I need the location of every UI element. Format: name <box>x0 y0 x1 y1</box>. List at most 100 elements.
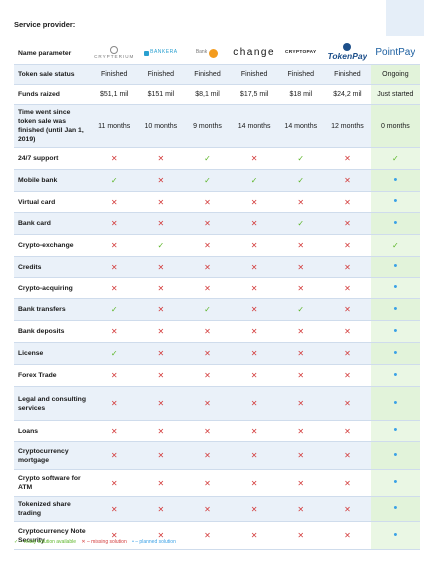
cross-icon: ✕ <box>110 154 118 163</box>
cell-mark: ✕ <box>90 496 138 522</box>
cell-mark: ✕ <box>184 320 231 343</box>
cell-mark: ✕ <box>90 256 138 278</box>
page-title: Service provider: <box>14 20 76 29</box>
cross-icon: ✕ <box>344 219 351 228</box>
cell-mark: ✓ <box>184 298 231 321</box>
cross-icon: ✕ <box>297 399 305 408</box>
cell-mark: ✕ <box>90 277 138 299</box>
cell-mark: ✕ <box>324 147 371 170</box>
tokenpay-logo-icon <box>342 43 351 51</box>
table-row: Bank transfers ✓ ✕ ✓ ✕ ✓ ✕ • <box>14 298 420 321</box>
table-row: Bank card ✕ ✕ ✕ ✕ ✓ ✕ • <box>14 212 420 235</box>
cell-mark: ✕ <box>324 320 371 343</box>
cell-value: Just started <box>370 84 420 105</box>
cross-icon: ✕ <box>344 305 351 314</box>
cell-mark: ✕ <box>230 277 278 299</box>
row-label: Cryptocurrency Note Security <box>14 521 91 550</box>
cell-value: Finished <box>230 64 278 85</box>
cross-icon: ✕ <box>344 531 351 540</box>
cell-mark: ✕ <box>324 298 371 321</box>
cell-mark: ✕ <box>184 191 231 213</box>
table-row: Loans ✕ ✕ ✕ ✕ ✕ ✕ • <box>14 420 420 442</box>
cell-mark: ✕ <box>230 469 278 497</box>
logo-bankera: BANKERA <box>137 42 185 65</box>
cell-mark: ✕ <box>90 212 138 235</box>
cell-mark: ✕ <box>90 147 138 170</box>
cell-mark: ✕ <box>324 521 371 550</box>
dot-icon: • <box>393 281 398 293</box>
cross-icon: ✕ <box>157 478 165 488</box>
cross-icon: ✕ <box>344 371 351 380</box>
cross-icon: ✕ <box>110 531 118 540</box>
cell-mark: • <box>370 496 420 522</box>
check-icon: ✓ <box>110 176 118 185</box>
cross-icon: ✕ <box>297 327 305 336</box>
cross-icon: ✕ <box>250 241 258 250</box>
cell-mark: ✕ <box>277 364 325 387</box>
dot-icon: • <box>393 260 398 272</box>
cross-icon: ✕ <box>110 371 118 380</box>
cell-mark: ✕ <box>90 234 138 257</box>
row-label: Crypto-exchange <box>14 234 91 257</box>
cell-mark: ✕ <box>277 496 325 522</box>
cell-mark: ✕ <box>230 234 278 257</box>
cross-icon: ✕ <box>344 154 351 163</box>
cell-mark: ✕ <box>90 364 138 387</box>
cross-icon: ✕ <box>250 531 258 540</box>
table-row: License ✓ ✕ ✕ ✕ ✕ ✕ • <box>14 342 420 365</box>
cross-icon: ✕ <box>157 262 165 272</box>
cell-mark: ✕ <box>137 521 185 550</box>
cell-mark: ✓ <box>184 169 231 192</box>
cell-mark: ✕ <box>324 277 371 299</box>
cell-mark: ✕ <box>324 420 371 442</box>
logo-tokenpay: TokenPay <box>324 42 371 65</box>
cross-icon: ✕ <box>204 426 211 436</box>
check-icon: ✓ <box>204 154 211 163</box>
cell-mark: ✕ <box>230 256 278 278</box>
cell-value: Finished <box>90 64 138 85</box>
cell-mark: • <box>370 277 420 299</box>
cross-icon: ✕ <box>157 451 165 460</box>
cross-icon: ✕ <box>110 504 118 514</box>
cross-icon: ✕ <box>157 426 165 436</box>
cross-icon: ✕ <box>157 154 165 163</box>
cell-value: $24,2 mil <box>324 84 371 105</box>
table-row: Tokenized share trading ✕ ✕ ✕ ✕ ✕ ✕ • <box>14 496 420 522</box>
cross-icon: ✕ <box>204 197 211 207</box>
cell-mark: ✕ <box>137 420 185 442</box>
cross-icon: ✕ <box>297 349 305 358</box>
cell-mark: • <box>370 420 420 442</box>
cross-icon: ✕ <box>110 283 118 293</box>
dot-icon: • <box>393 195 398 207</box>
cell-mark: ✕ <box>184 441 231 470</box>
row-label: 24/7 support <box>14 147 91 170</box>
cross-icon: ✕ <box>204 451 211 460</box>
cross-icon: ✕ <box>157 531 165 540</box>
cell-mark: ✕ <box>324 212 371 235</box>
crypterium-logo-icon <box>109 45 118 54</box>
cross-icon: ✕ <box>204 327 211 336</box>
row-label: Time went since token sale was finished … <box>14 104 91 148</box>
cross-icon: ✕ <box>344 349 351 358</box>
cross-icon: ✕ <box>344 478 351 488</box>
cross-icon: ✕ <box>157 283 165 293</box>
cross-icon: ✕ <box>110 197 118 207</box>
cross-icon: ✕ <box>344 176 351 185</box>
cell-value: 0 months <box>370 104 420 148</box>
cell-mark: • <box>370 342 420 365</box>
cell-value: Finished <box>184 64 231 85</box>
cell-mark: ✓ <box>370 234 420 257</box>
cell-value: $51,1 mil <box>90 84 138 105</box>
cell-mark: ✕ <box>277 256 325 278</box>
legend: ✓ – ready solution available ✕ – missing… <box>14 539 180 545</box>
row-label: Credits <box>14 256 91 278</box>
dot-icon: • <box>393 424 398 436</box>
cross-icon: ✕ <box>110 478 118 488</box>
logo-crypterium: CRYPTERIUM <box>90 42 138 65</box>
cross-icon: ✕ <box>204 349 211 358</box>
check-icon: ✓ <box>110 349 118 358</box>
cell-mark: ✕ <box>324 386 371 421</box>
cell-mark: ✕ <box>230 320 278 343</box>
cell-mark: ✕ <box>277 521 325 550</box>
cell-mark: ✕ <box>230 386 278 421</box>
